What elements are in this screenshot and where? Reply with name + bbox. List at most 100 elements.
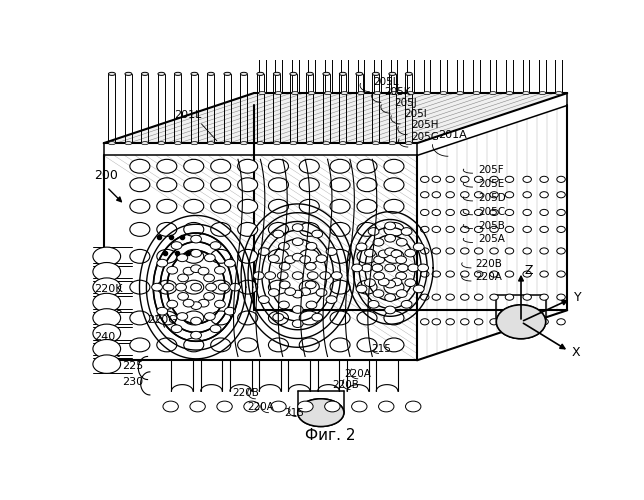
Ellipse shape [557, 318, 565, 325]
Ellipse shape [298, 399, 344, 426]
Ellipse shape [357, 92, 365, 94]
Ellipse shape [522, 92, 529, 94]
Ellipse shape [421, 248, 429, 254]
Ellipse shape [299, 311, 319, 325]
Ellipse shape [475, 176, 483, 182]
Ellipse shape [457, 92, 464, 94]
Ellipse shape [506, 22, 513, 26]
Ellipse shape [279, 242, 289, 250]
Ellipse shape [506, 271, 514, 277]
Text: 240: 240 [93, 332, 115, 342]
Ellipse shape [421, 226, 429, 232]
Ellipse shape [130, 160, 150, 173]
Ellipse shape [372, 264, 383, 272]
Ellipse shape [490, 271, 498, 277]
Ellipse shape [210, 242, 221, 250]
Ellipse shape [299, 200, 319, 213]
Ellipse shape [259, 22, 265, 26]
Text: 205L: 205L [373, 76, 399, 86]
Ellipse shape [397, 264, 408, 272]
Ellipse shape [421, 210, 429, 216]
Ellipse shape [269, 255, 279, 262]
Text: 205C: 205C [478, 206, 506, 216]
Ellipse shape [475, 294, 483, 300]
Ellipse shape [156, 250, 177, 264]
Ellipse shape [446, 192, 455, 198]
Ellipse shape [269, 200, 289, 213]
Ellipse shape [191, 236, 202, 243]
Ellipse shape [540, 192, 548, 198]
Ellipse shape [257, 142, 264, 144]
Ellipse shape [177, 254, 187, 262]
Ellipse shape [352, 264, 363, 272]
Text: 220B: 220B [332, 380, 359, 390]
Ellipse shape [506, 294, 514, 300]
Ellipse shape [365, 279, 375, 286]
Ellipse shape [326, 296, 337, 304]
Ellipse shape [158, 72, 165, 76]
Ellipse shape [446, 176, 455, 182]
Text: 205B: 205B [478, 220, 506, 230]
Ellipse shape [93, 278, 120, 296]
Ellipse shape [130, 250, 150, 264]
Ellipse shape [432, 226, 440, 232]
Ellipse shape [265, 272, 276, 280]
Ellipse shape [238, 338, 258, 352]
Ellipse shape [540, 248, 548, 254]
Ellipse shape [176, 284, 187, 291]
Ellipse shape [130, 222, 150, 236]
Ellipse shape [372, 72, 379, 76]
Ellipse shape [357, 311, 377, 325]
Ellipse shape [407, 92, 414, 94]
Ellipse shape [307, 142, 314, 144]
Ellipse shape [269, 311, 289, 325]
Ellipse shape [207, 72, 214, 76]
Ellipse shape [308, 22, 315, 26]
Ellipse shape [413, 285, 424, 293]
Ellipse shape [523, 192, 531, 198]
Ellipse shape [356, 243, 367, 250]
Ellipse shape [475, 210, 483, 216]
Ellipse shape [218, 284, 229, 291]
Ellipse shape [191, 317, 202, 325]
Ellipse shape [424, 22, 430, 26]
Ellipse shape [421, 294, 429, 300]
Ellipse shape [191, 265, 202, 272]
Ellipse shape [432, 271, 440, 277]
Ellipse shape [292, 224, 303, 232]
Ellipse shape [539, 22, 546, 26]
Text: 205J: 205J [394, 98, 417, 108]
Ellipse shape [298, 401, 313, 412]
Ellipse shape [395, 256, 406, 264]
Ellipse shape [238, 250, 258, 264]
Ellipse shape [211, 338, 231, 352]
Ellipse shape [413, 243, 424, 250]
Ellipse shape [299, 222, 319, 236]
Ellipse shape [184, 160, 204, 173]
Ellipse shape [191, 72, 198, 76]
Ellipse shape [308, 92, 315, 94]
Ellipse shape [285, 256, 296, 264]
Ellipse shape [391, 250, 402, 258]
Ellipse shape [274, 142, 280, 144]
Ellipse shape [279, 281, 290, 288]
Ellipse shape [240, 72, 247, 76]
Ellipse shape [557, 294, 565, 300]
Ellipse shape [489, 22, 497, 26]
Ellipse shape [156, 160, 177, 173]
Ellipse shape [460, 192, 469, 198]
Ellipse shape [330, 160, 350, 173]
Ellipse shape [446, 248, 455, 254]
Ellipse shape [225, 308, 235, 315]
Ellipse shape [156, 311, 177, 325]
Ellipse shape [130, 200, 150, 213]
Ellipse shape [275, 22, 282, 26]
Ellipse shape [446, 226, 455, 232]
Text: 201L: 201L [175, 110, 202, 120]
Ellipse shape [191, 302, 202, 310]
Ellipse shape [384, 294, 395, 302]
Ellipse shape [184, 200, 204, 213]
Ellipse shape [316, 255, 327, 262]
Ellipse shape [373, 238, 384, 246]
Ellipse shape [368, 228, 379, 235]
